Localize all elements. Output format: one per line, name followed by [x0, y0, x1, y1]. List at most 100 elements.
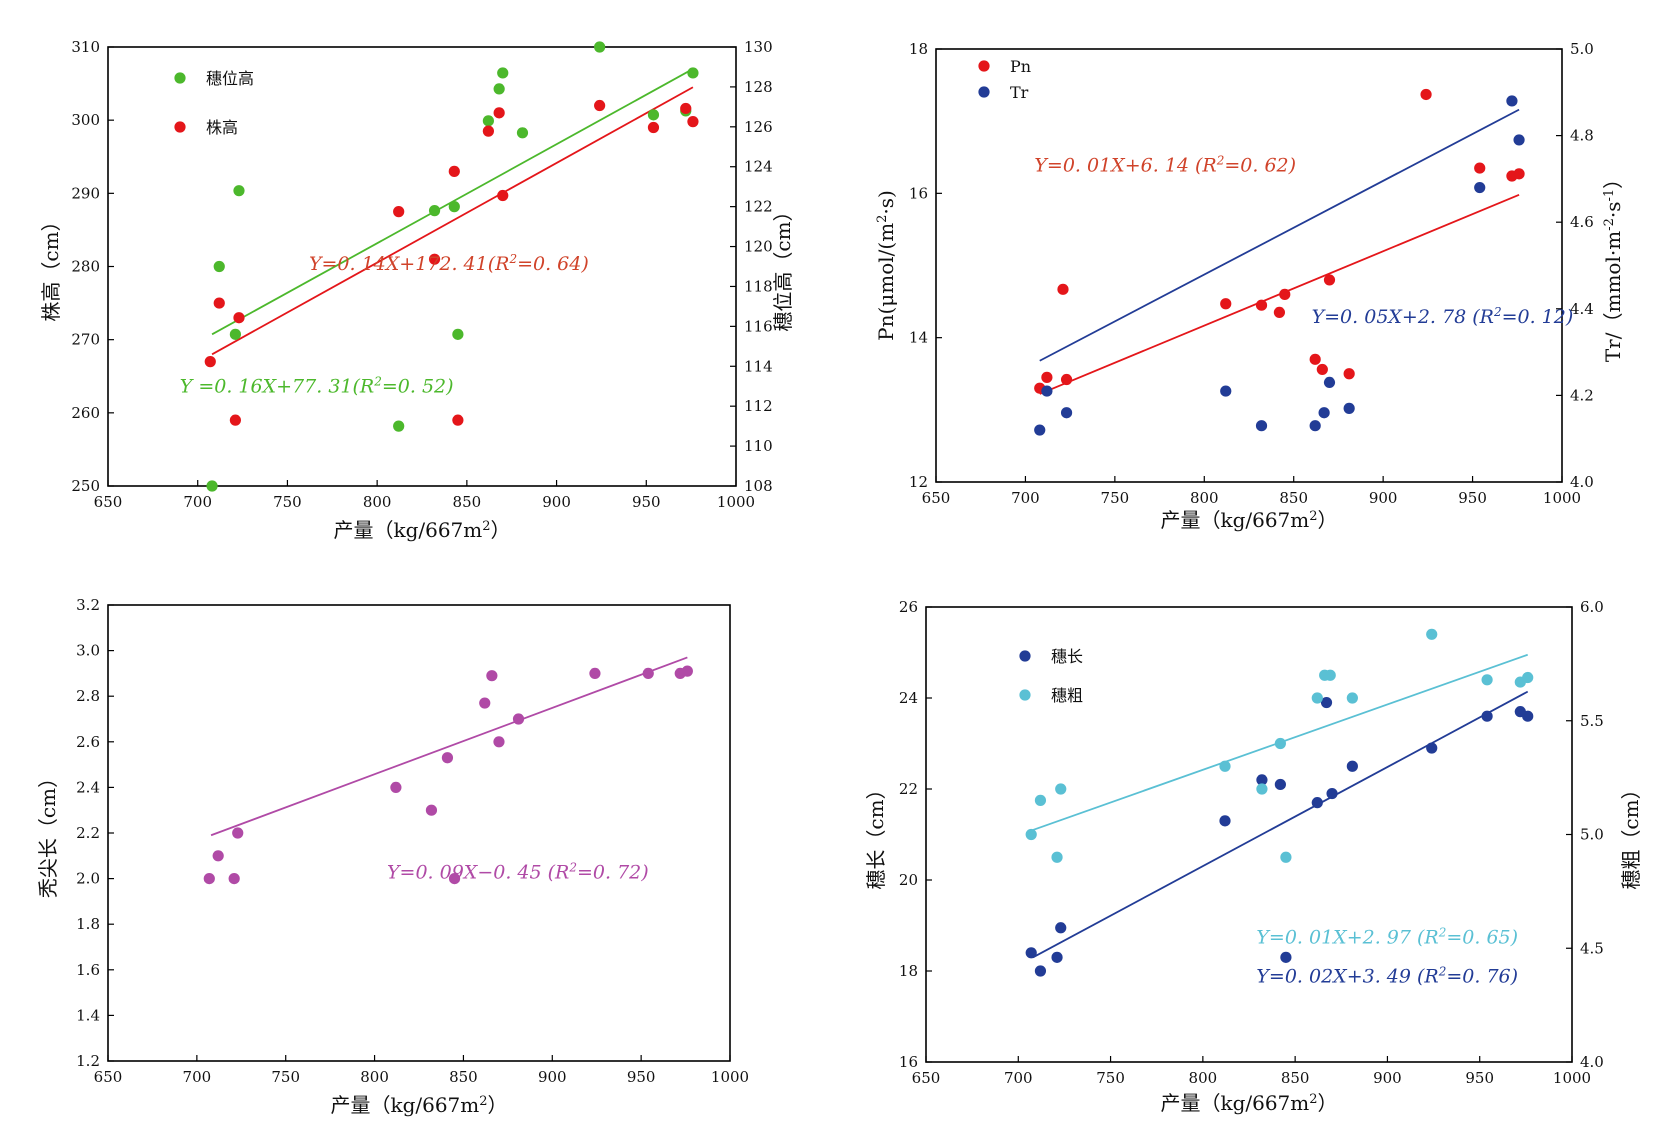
x-tick-label: 900	[1369, 489, 1398, 507]
regression-equation: Y =0. 16X+77. 31(R2=0. 52)	[180, 374, 454, 397]
x-tick-label: 950	[1465, 1069, 1494, 1087]
x-tick-label: 950	[627, 1068, 656, 1086]
y-tick-label: 24	[899, 689, 918, 707]
legend-marker	[174, 121, 186, 133]
x-tick-label: 850	[449, 1068, 478, 1086]
regression-equation: Y=0. 01X+2. 97 (R2=0. 65)	[1256, 926, 1518, 949]
x-tick-label: 800	[363, 493, 392, 511]
data-point	[203, 873, 215, 885]
y-tick-label: 12	[909, 473, 928, 491]
y-axis-label: Pn(μmol/(m2·s)	[874, 190, 898, 341]
data-point	[393, 206, 405, 218]
data-point	[1323, 274, 1336, 286]
data-point	[204, 356, 216, 368]
y2-tick-label: 112	[744, 397, 773, 415]
data-point	[393, 420, 405, 432]
data-point	[1522, 710, 1534, 722]
data-point	[1025, 947, 1037, 959]
data-point	[1309, 353, 1321, 365]
y-tick-label: 14	[909, 329, 928, 347]
data-point	[1316, 363, 1328, 376]
data-point	[680, 102, 692, 115]
x-tick-label: 900	[1373, 1069, 1402, 1087]
y-tick-label: 2.8	[76, 687, 100, 705]
data-point	[229, 414, 241, 426]
y-tick-label: 2.4	[76, 778, 100, 796]
data-point	[687, 116, 699, 128]
x-tick-label: 850	[1279, 489, 1308, 507]
data-point	[1343, 402, 1355, 414]
chart-panel-p3: 650 700 750 800 850 900 950 1000 1.2 1.4 1.6 1.8 2.0…	[36, 596, 749, 1117]
x-tick-label: 700	[1011, 489, 1040, 507]
fit-line-穗长	[1032, 690, 1529, 959]
x-tick-label: 1000	[1553, 1069, 1591, 1087]
x-tick-label: 750	[271, 1068, 300, 1086]
data-point	[479, 697, 491, 709]
data-point	[452, 328, 464, 340]
data-point	[1481, 674, 1493, 686]
x-tick-label: 750	[1101, 489, 1130, 507]
data-point	[1343, 368, 1355, 380]
data-point	[1474, 181, 1486, 194]
data-point	[1481, 710, 1493, 722]
data-point	[1055, 922, 1067, 934]
data-point	[1034, 794, 1047, 806]
data-point	[228, 873, 240, 885]
data-point	[1041, 371, 1053, 383]
data-point	[681, 665, 693, 677]
x-tick-label: 700	[1004, 1069, 1033, 1087]
y2-tick-label: 4.5	[1580, 939, 1604, 957]
y2-tick-label: 124	[744, 158, 773, 176]
x-tick-label: 850	[453, 493, 482, 511]
data-point	[1513, 168, 1525, 180]
data-point	[1513, 134, 1525, 146]
data-point	[212, 850, 224, 862]
regression-equation: Y=0. 05X+2. 78 (R2=0. 12)	[1312, 305, 1574, 328]
y2-tick-label: 126	[744, 118, 773, 136]
data-point	[1273, 306, 1286, 319]
y-tick-label: 2.6	[76, 733, 100, 751]
chart-panel-p2: 650 700 750 800 850 900 950 1000 12 14 16 18 4.0 4.2 4…	[874, 40, 1625, 532]
data-point	[1034, 424, 1046, 436]
x-tick-label: 650	[94, 493, 123, 511]
data-point	[1522, 671, 1534, 684]
x-tick-label: 700	[183, 493, 212, 511]
y-tick-label: 250	[71, 477, 100, 495]
y-tick-label: 270	[71, 331, 100, 349]
y-tick-label: 1.8	[76, 915, 100, 933]
data-point	[1220, 385, 1232, 397]
data-point	[1256, 774, 1268, 786]
y2-tick-label: 6.0	[1580, 598, 1604, 616]
fit-line-Tr	[1039, 108, 1520, 362]
data-point	[428, 205, 441, 217]
data-point	[647, 109, 660, 121]
y-tick-label: 310	[71, 38, 100, 56]
data-point	[1426, 742, 1438, 754]
y2-axis-label: 穗粗（cm）	[1619, 779, 1643, 889]
y-tick-label: 290	[71, 184, 100, 202]
legend-label: 株高	[206, 118, 238, 137]
x-tick-label: 750	[273, 493, 302, 511]
data-point	[1055, 783, 1067, 795]
data-point	[452, 414, 464, 426]
x-tick-label: 800	[1190, 489, 1219, 507]
legend-marker	[978, 60, 990, 72]
y2-tick-label: 110	[744, 437, 773, 455]
y2-tick-label: 4.6	[1570, 213, 1594, 231]
data-point	[1311, 692, 1323, 704]
data-point	[1255, 299, 1268, 311]
data-point	[1320, 696, 1333, 709]
y-tick-label: 20	[899, 871, 918, 889]
y2-tick-label: 4.4	[1570, 300, 1594, 318]
chart-panel-p1: 650 700 750 800 850 900 950 1000 250 260 270 280 290…	[39, 38, 795, 542]
y2-axis-label: Tr/（mmol·m-2·s-1）	[1601, 169, 1625, 362]
data-point	[1219, 760, 1231, 772]
x-axis-label: 产量（kg/667m2）	[1160, 508, 1337, 532]
x-tick-label: 850	[1281, 1069, 1310, 1087]
legend-marker	[1019, 689, 1031, 701]
y-tick-label: 1.2	[76, 1052, 100, 1070]
data-point	[213, 260, 225, 273]
data-point	[1426, 628, 1438, 640]
data-point	[1279, 288, 1291, 300]
regression-equation: Y=0. 02X+3. 49 (R2=0. 76)	[1256, 964, 1518, 987]
